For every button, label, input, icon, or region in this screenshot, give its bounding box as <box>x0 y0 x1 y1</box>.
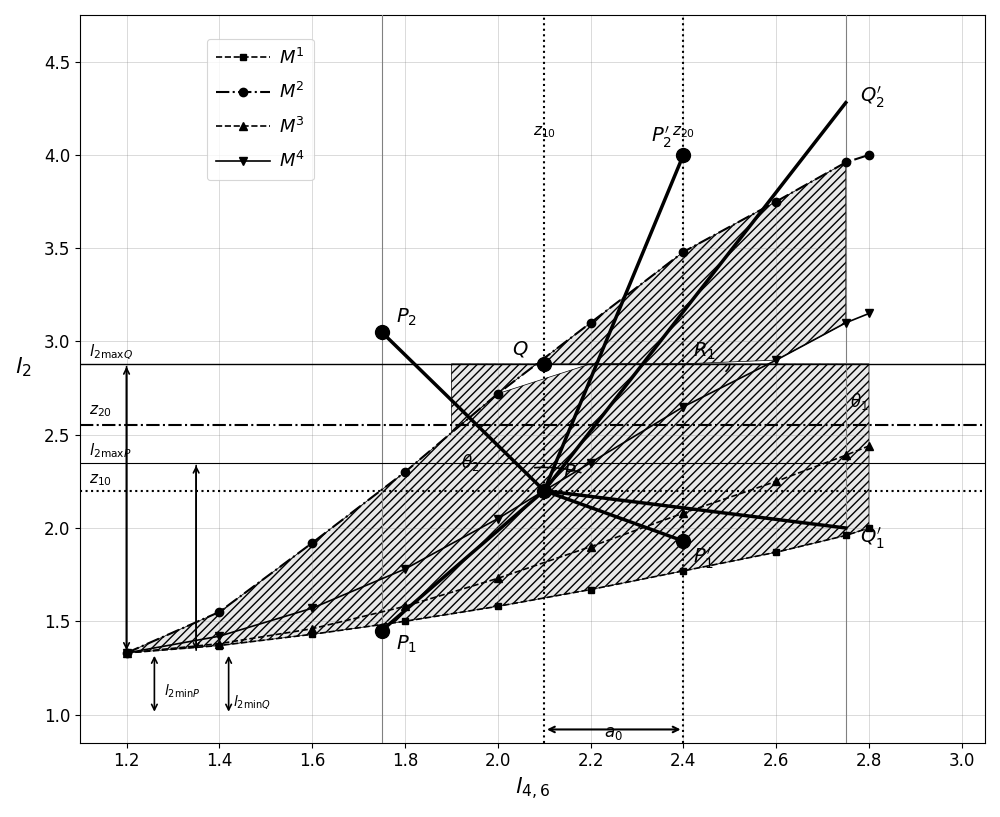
Text: $P_1$: $P_1$ <box>396 633 417 654</box>
$M^2$ <box>770 197 782 207</box>
$M^3$ <box>213 639 225 649</box>
$M^3$ <box>306 624 318 634</box>
Text: $\theta_1$: $\theta_1$ <box>850 391 869 412</box>
Polygon shape <box>127 364 869 653</box>
Text: $Q$: $Q$ <box>512 339 528 359</box>
Polygon shape <box>451 163 846 433</box>
Text: $z_{10}$: $z_{10}$ <box>533 124 556 140</box>
$M^4$ <box>213 632 225 641</box>
Text: $R_1$: $R_1$ <box>693 341 716 362</box>
$M^4$ <box>306 603 318 613</box>
$M^3$ <box>770 476 782 486</box>
$M^2$ <box>213 607 225 617</box>
$M^1$ <box>399 616 411 626</box>
Text: $l_{2\min P}$: $l_{2\min P}$ <box>164 683 200 700</box>
$M^1$ <box>863 523 875 533</box>
Text: $Q_1'$: $Q_1'$ <box>860 525 884 551</box>
Text: $a_0$: $a_0$ <box>604 724 623 742</box>
Y-axis label: $l_2$: $l_2$ <box>15 355 31 379</box>
$M^2$ <box>306 538 318 548</box>
Text: $P_1'$: $P_1'$ <box>693 546 714 571</box>
Text: $P$: $P$ <box>563 462 576 482</box>
Line: $M^4$: $M^4$ <box>122 310 873 657</box>
$M^2$ <box>121 648 133 658</box>
Text: $P_2'$: $P_2'$ <box>651 124 672 150</box>
$M^1$ <box>770 547 782 557</box>
$M^3$ <box>863 441 875 451</box>
$M^4$ <box>121 648 133 658</box>
$M^2$ <box>399 467 411 477</box>
$M^2$ <box>863 150 875 160</box>
Text: $l_{2\min Q}$: $l_{2\min Q}$ <box>233 693 271 711</box>
$M^1$ <box>677 566 689 576</box>
$M^1$ <box>585 585 597 595</box>
$M^1$ <box>121 648 133 658</box>
$M^4$ <box>492 514 504 524</box>
$M^2$ <box>492 389 504 399</box>
Text: $z_{20}$: $z_{20}$ <box>89 404 112 419</box>
Line: $M^1$: $M^1$ <box>123 525 872 656</box>
Text: $Q_2'$: $Q_2'$ <box>860 85 884 110</box>
$M^3$ <box>121 648 133 658</box>
$M^3$ <box>492 574 504 583</box>
$M^3$ <box>585 542 597 551</box>
$M^4$ <box>677 402 689 412</box>
Line: $M^3$: $M^3$ <box>122 442 873 657</box>
Text: $l_{2\max P}$: $l_{2\max P}$ <box>89 441 132 460</box>
Text: $P_2$: $P_2$ <box>396 307 417 328</box>
$M^4$ <box>863 309 875 319</box>
$M^4$ <box>840 318 852 328</box>
Text: $z_{10}$: $z_{10}$ <box>89 472 112 488</box>
$M^3$ <box>399 601 411 611</box>
$M^3$ <box>840 450 852 460</box>
$M^3$ <box>677 508 689 518</box>
$M^4$ <box>585 458 597 467</box>
$M^2$ <box>677 247 689 257</box>
Text: $z_{20}$: $z_{20}$ <box>672 124 695 140</box>
Legend: $M^1$, $M^2$, $M^3$, $M^4$: $M^1$, $M^2$, $M^3$, $M^4$ <box>207 38 314 181</box>
$M^1$ <box>492 601 504 611</box>
$M^1$ <box>840 530 852 540</box>
Line: $M^2$: $M^2$ <box>122 151 873 657</box>
$M^4$ <box>770 355 782 365</box>
$M^1$ <box>306 629 318 639</box>
$M^2$ <box>585 318 597 328</box>
X-axis label: $l_{4,6}$: $l_{4,6}$ <box>515 776 550 802</box>
$M^4$ <box>399 564 411 574</box>
Text: $l_{2\max Q}$: $l_{2\max Q}$ <box>89 343 134 362</box>
$M^1$ <box>213 641 225 650</box>
Text: $\theta_2$: $\theta_2$ <box>461 453 479 473</box>
$M^2$ <box>840 158 852 167</box>
